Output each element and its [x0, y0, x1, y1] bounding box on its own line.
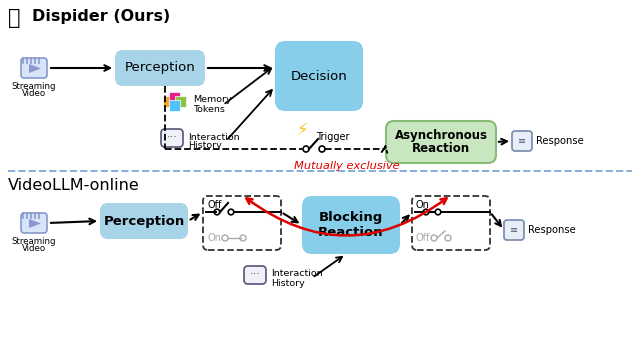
FancyBboxPatch shape	[244, 266, 266, 284]
Bar	[163, 96, 174, 107]
Text: ···: ···	[250, 269, 260, 279]
Text: Response: Response	[528, 225, 576, 235]
FancyBboxPatch shape	[161, 129, 183, 147]
Text: Blocking: Blocking	[319, 211, 383, 224]
Text: History: History	[188, 142, 221, 151]
FancyBboxPatch shape	[504, 220, 524, 240]
Text: Asynchronous: Asynchronous	[394, 129, 488, 142]
Text: Streaming: Streaming	[12, 237, 56, 246]
Text: Mutually exclusive: Mutually exclusive	[294, 161, 399, 171]
Text: Video: Video	[22, 244, 46, 253]
Text: Decision: Decision	[291, 69, 348, 82]
Text: Off: Off	[207, 200, 221, 210]
Text: Video: Video	[22, 89, 46, 98]
Text: VideoLLM-online: VideoLLM-online	[8, 178, 140, 193]
FancyBboxPatch shape	[512, 131, 532, 151]
Text: Dispider (Ours): Dispider (Ours)	[32, 9, 170, 24]
Text: Streaming: Streaming	[12, 82, 56, 91]
Text: 🕷: 🕷	[8, 8, 20, 28]
Bar	[169, 92, 180, 103]
Text: On: On	[207, 233, 221, 243]
Text: History: History	[271, 278, 305, 287]
FancyBboxPatch shape	[100, 203, 188, 239]
FancyBboxPatch shape	[115, 50, 205, 86]
Text: ···: ···	[166, 132, 177, 142]
Text: ≡: ≡	[510, 225, 518, 235]
Text: Perception: Perception	[104, 215, 184, 228]
Text: Reaction: Reaction	[318, 227, 384, 240]
Polygon shape	[29, 219, 41, 228]
FancyBboxPatch shape	[386, 121, 496, 163]
Text: ⚡: ⚡	[296, 121, 308, 139]
Text: Trigger: Trigger	[316, 132, 349, 142]
FancyBboxPatch shape	[275, 41, 363, 111]
Text: Reaction: Reaction	[412, 142, 470, 155]
Text: Response: Response	[536, 136, 584, 146]
Text: Interaction: Interaction	[188, 132, 239, 142]
Text: Tokens: Tokens	[193, 105, 225, 114]
Text: On: On	[416, 200, 430, 210]
Polygon shape	[29, 64, 41, 73]
Bar	[175, 96, 186, 107]
Text: ≡: ≡	[518, 136, 526, 146]
Text: Off: Off	[416, 233, 430, 243]
Bar	[169, 100, 180, 111]
FancyBboxPatch shape	[21, 213, 47, 233]
FancyBboxPatch shape	[302, 196, 400, 254]
FancyBboxPatch shape	[21, 58, 47, 78]
Text: Interaction: Interaction	[271, 269, 323, 278]
Text: Perception: Perception	[125, 61, 195, 74]
Text: Memory: Memory	[193, 95, 232, 105]
